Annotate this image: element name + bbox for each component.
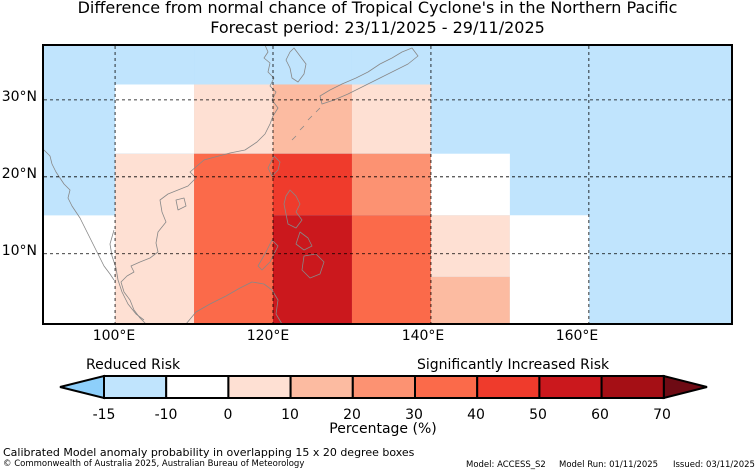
coastline-korea — [285, 47, 307, 83]
lat-label-30n: 30°N — [1, 89, 37, 105]
anomaly-cell — [115, 84, 195, 154]
colorbar-tick: -15 — [92, 407, 116, 423]
increased-risk-label: Significantly Increased Risk — [417, 357, 610, 373]
anomaly-cell — [509, 215, 589, 323]
anomaly-cell — [430, 153, 510, 216]
reduced-risk-label: Reduced Risk — [86, 357, 181, 373]
colorbar-title: Percentage (%) — [329, 421, 437, 437]
anomaly-cell — [194, 46, 273, 85]
colorbar-high-extension — [662, 374, 708, 400]
anomaly-cell — [194, 153, 273, 323]
colorbar-bin — [289, 375, 354, 399]
copyright: © Commonwealth of Australia 2025, Austra… — [3, 459, 305, 469]
anomaly-cell — [351, 215, 431, 323]
colorbar-bin — [351, 375, 416, 399]
coastline-japan — [319, 47, 419, 105]
anomaly-cell — [194, 84, 273, 154]
anomaly-cell — [44, 215, 116, 323]
lon-label-160e: 160°E — [555, 328, 599, 344]
colorbar-tick: 60 — [591, 407, 609, 423]
coastline-palawan — [257, 239, 279, 271]
colorbar-bin — [538, 375, 603, 399]
colorbar-low-extension — [59, 374, 105, 400]
anomaly-cell — [351, 153, 431, 216]
anomaly-cell — [430, 276, 510, 323]
coastline-taiwan — [267, 155, 281, 177]
colorbar-bin — [103, 375, 168, 399]
coastline-borneo — [185, 281, 283, 325]
coastline-luzon — [283, 189, 303, 229]
anomaly-cell — [115, 153, 195, 323]
anomaly-cell — [273, 215, 352, 323]
colorbar-bin — [476, 375, 541, 399]
coastline-asia — [120, 44, 279, 325]
graticule — [44, 46, 731, 323]
colorbar-tick: 20 — [343, 407, 361, 423]
coastline — [43, 44, 419, 325]
map-frame — [42, 44, 733, 325]
colorbar-bin — [414, 375, 479, 399]
coastline-hainan — [175, 197, 187, 211]
anomaly-cell — [115, 46, 195, 85]
anomaly-cell — [351, 84, 431, 154]
anomaly-cell — [351, 46, 431, 85]
forecast-period: Forecast period: 23/11/2025 - 29/11/2025 — [210, 18, 545, 37]
lon-label-140e: 140°E — [401, 328, 445, 344]
colorbar-bin — [600, 375, 665, 399]
colorbar-tick: 10 — [281, 407, 299, 423]
colorbar-bin — [165, 375, 230, 399]
anomaly-cell — [430, 215, 510, 277]
map-title: Difference from normal chance of Tropica… — [77, 0, 678, 17]
model-name: Model: ACCESS_S2 — [466, 460, 546, 470]
anomaly-cell — [273, 46, 352, 85]
colorbar-tick: 50 — [529, 407, 547, 423]
lat-label-10n: 10°N — [1, 243, 37, 259]
colorbar — [59, 374, 708, 400]
coastline-ryukyu — [291, 107, 321, 141]
colorbar-tick: -10 — [154, 407, 178, 423]
colorbar-tick: 0 — [223, 407, 233, 423]
anomaly-cells — [44, 46, 731, 323]
lat-label-20n: 20°N — [1, 166, 37, 182]
issued-date: Issued: 03/11/2025 — [673, 460, 755, 470]
coastline-burma — [43, 149, 115, 281]
colorbar-tick: 40 — [467, 407, 485, 423]
anomaly-cell — [273, 153, 352, 216]
coastline-malaya — [109, 229, 145, 321]
lon-label-120e: 120°E — [246, 328, 290, 344]
colorbar-tick: 70 — [653, 407, 671, 423]
colorbar-bin — [227, 375, 292, 399]
lon-label-100e: 100°E — [92, 328, 136, 344]
model-run-date: Model Run: 01/11/2025 — [559, 460, 659, 470]
anomaly-cell — [273, 84, 352, 154]
colorbar-tick: 30 — [405, 407, 423, 423]
footer-note: Calibrated Model anomaly probability in … — [3, 446, 415, 459]
anomaly-cell — [44, 46, 116, 216]
coastline-visayas — [295, 231, 313, 251]
